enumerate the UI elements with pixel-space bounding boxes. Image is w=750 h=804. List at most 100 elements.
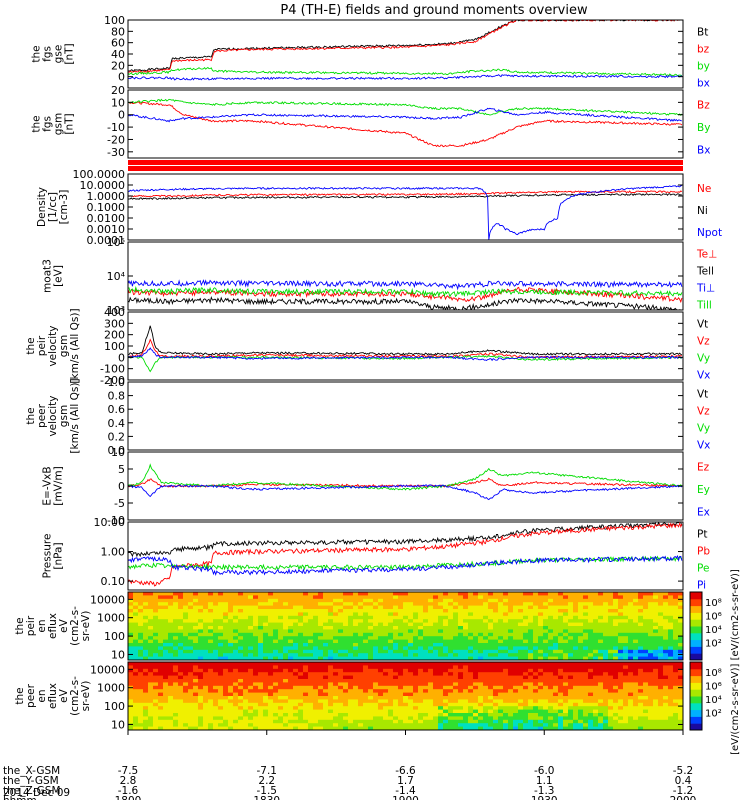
spectrogram-cell: [213, 713, 219, 717]
spectrogram-cell: [678, 636, 683, 641]
spectrogram-cell: [458, 605, 464, 610]
spectrogram-cell: [498, 716, 504, 721]
spectrogram-cell: [653, 626, 659, 630]
spectrogram-cell: [338, 643, 344, 647]
spectrogram-cell: [613, 595, 619, 600]
spectrogram-cell: [478, 726, 484, 730]
spectrogram-cell: [513, 639, 519, 644]
ytick-label: -10: [107, 121, 125, 134]
spectrogram-cell: [173, 679, 179, 683]
spectrogram-cell: [553, 685, 559, 690]
spectrogram-cell: [613, 656, 619, 660]
spectrogram-cell: [423, 612, 429, 617]
spectrogram-cell: [313, 702, 319, 707]
spectrogram-cell: [338, 665, 344, 670]
spectrogram-cell: [538, 675, 544, 680]
spectrogram-cell: [618, 605, 624, 610]
spectrogram-cell: [403, 668, 409, 673]
footer-value: -1.2: [673, 785, 694, 797]
spectrogram-cell: [583, 619, 589, 624]
spectrogram-cell: [498, 646, 504, 651]
spectrogram-cell: [373, 672, 379, 677]
spectrogram-cell: [468, 609, 474, 613]
spectrogram-cell: [438, 602, 444, 607]
spectrogram-cell: [273, 619, 279, 624]
spectrogram-cell: [418, 653, 424, 658]
spectrogram-cell: [153, 629, 159, 634]
spectrogram-cell: [408, 615, 414, 620]
spectrogram-cell: [148, 679, 154, 683]
spectrogram-cell: [303, 723, 309, 728]
spectrogram-cell: [363, 592, 369, 596]
spectrogram-cell: [378, 595, 384, 600]
spectrogram-cell: [393, 592, 399, 596]
spectrogram-cell: [528, 602, 534, 607]
spectrogram-cell: [668, 723, 674, 728]
spectrogram-cell: [188, 702, 194, 707]
spectrogram-cell: [388, 643, 394, 647]
spectrogram-cell: [653, 679, 659, 683]
spectrogram-cell: [358, 702, 364, 707]
spectrogram-cell: [158, 665, 164, 670]
spectrogram-cell: [213, 696, 219, 700]
spectrogram-cell: [648, 685, 654, 690]
spectrogram-cell: [348, 723, 354, 728]
spectrogram-cell: [188, 612, 194, 617]
spectrogram-cell: [553, 653, 559, 658]
spectrogram-cell: [668, 639, 674, 644]
spectrogram-cell: [283, 692, 289, 697]
spectrogram-cell: [343, 639, 349, 644]
spectrogram-cell: [463, 622, 469, 627]
spectrogram-cell: [378, 605, 384, 610]
spectrogram-cell: [623, 619, 629, 624]
spectrogram-cell: [328, 629, 334, 634]
spectrogram-cell: [183, 653, 189, 658]
spectrogram-cell: [223, 719, 229, 724]
spectrogram-cell: [363, 602, 369, 607]
spectrogram-cell: [183, 682, 189, 687]
spectrogram-cell: [648, 605, 654, 610]
spectrogram-cell: [553, 598, 559, 603]
spectrogram-cell: [478, 598, 484, 603]
spectrogram-cell: [503, 675, 509, 680]
spectrogram-cell: [378, 716, 384, 721]
spectrogram-cell: [248, 615, 254, 620]
spectrogram-cell: [543, 709, 549, 714]
ytick-label: 100: [104, 630, 125, 643]
spectrogram-cell: [223, 665, 229, 670]
spectrogram-cell: [373, 619, 379, 624]
spectrogram-cell: [548, 612, 554, 617]
ylabel-density: Density[1/cc][cm-3]: [36, 187, 70, 227]
spectrogram-cell: [603, 702, 609, 707]
spectrogram-cell: [628, 626, 634, 630]
spectrogram-cell: [313, 646, 319, 651]
spectrogram-cell: [648, 713, 654, 717]
spectrogram-cell: [478, 699, 484, 704]
spectrogram-cell: [483, 665, 489, 670]
spectrogram-cell: [573, 682, 579, 687]
spectrogram-cell: [483, 656, 489, 660]
spectrogram-cell: [458, 602, 464, 607]
spectrogram-cell: [168, 653, 174, 658]
spectrogram-cell: [583, 649, 589, 654]
spectrogram-cell: [283, 689, 289, 694]
spectrogram-cell: [213, 672, 219, 677]
spectrogram-cell: [338, 612, 344, 617]
spectrogram-cell: [428, 723, 434, 728]
spectrogram-cell: [678, 679, 683, 683]
series-line-Vx: [128, 347, 683, 362]
spectrogram-cell: [343, 662, 349, 666]
spectrogram-cell: [323, 622, 329, 627]
spectrogram-cell: [548, 702, 554, 707]
spectrogram-cell: [218, 719, 224, 724]
spectrogram-cell: [503, 615, 509, 620]
spectrogram-cell: [208, 696, 214, 700]
spectrogram-cell: [443, 689, 449, 694]
spectrogram-cell: [553, 615, 559, 620]
spectrogram-cell: [428, 716, 434, 721]
spectrogram-cell: [423, 602, 429, 607]
spectrogram-cell: [283, 682, 289, 687]
spectrogram-cell: [143, 649, 149, 654]
spectrogram-cell: [603, 595, 609, 600]
spectrogram-cell: [563, 675, 569, 680]
